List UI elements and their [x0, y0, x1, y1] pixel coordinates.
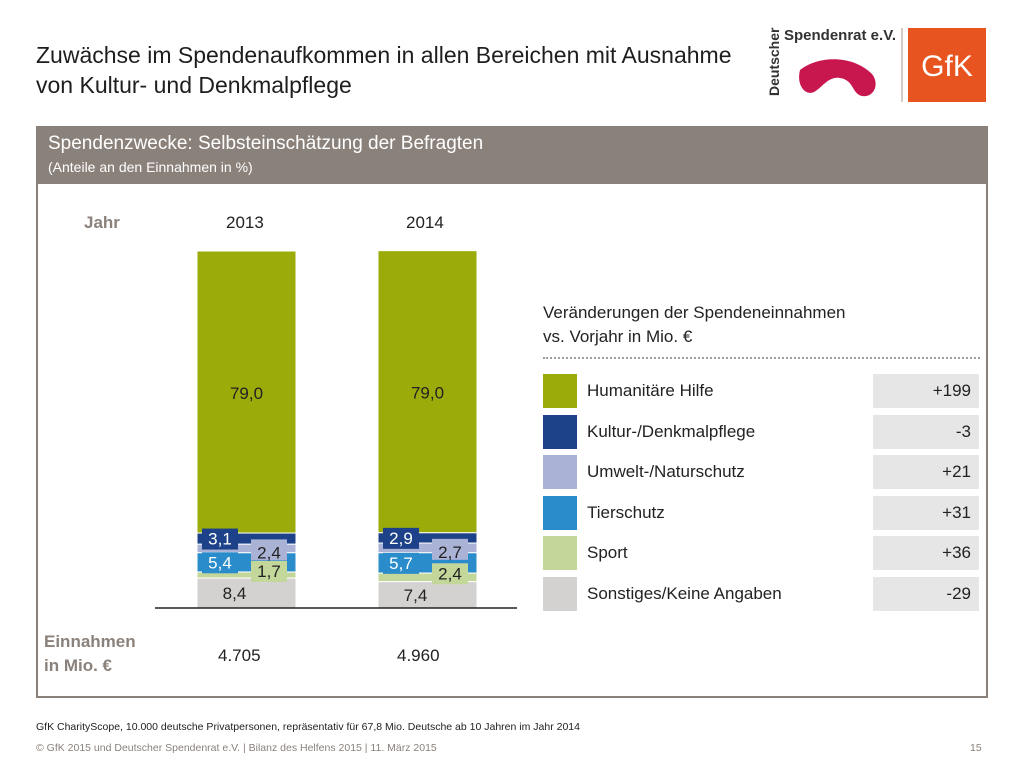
panel-header: Spendenzwecke: Selbsteinschätzung der Be…: [38, 128, 986, 184]
legend-swatch: [543, 495, 577, 530]
data-label: 2,9: [389, 529, 413, 548]
data-label-bg: [251, 539, 287, 561]
spendenrat-logo: Deutscher Spendenrat e.V.: [766, 27, 896, 97]
legend-title-line1: Veränderungen der Spendeneinnahmen: [543, 303, 846, 322]
logos: Deutscher Spendenrat e.V. GfK: [766, 27, 986, 102]
income-label-line2: in Mio. €: [44, 656, 112, 675]
legend-swatch: [543, 577, 577, 611]
data-label: 5,4: [208, 553, 232, 572]
legend-row: Tierschutz +31: [543, 495, 980, 530]
legend-change-value: +199: [873, 374, 979, 408]
data-label: 2,4: [438, 564, 462, 583]
data-label: 2,4: [257, 543, 281, 562]
bar-segment: [377, 581, 478, 609]
bar-segment: [196, 577, 297, 609]
year-label: Jahr: [84, 213, 120, 232]
data-label: 8,4: [223, 584, 247, 603]
data-label: 79,0: [230, 384, 263, 403]
data-label: 3,1: [208, 530, 232, 549]
legend-divider: [543, 357, 980, 359]
spendenrat-logo-line2: Spendenrat e.V.: [784, 27, 896, 44]
legend-change-value: -3: [873, 414, 979, 449]
page-number: 15: [970, 742, 982, 754]
legend-row: Humanitäre Hilfe +199: [543, 374, 980, 408]
legend-change-value: +31: [873, 495, 979, 530]
legend-swatch: [543, 455, 577, 490]
income-label-line1: Einnahmen: [44, 632, 136, 651]
legend-change-value: +36: [873, 536, 979, 571]
slide-title: Zuwächse im Spendenaufkommen in allen Be…: [36, 42, 732, 98]
chart-panel: Spendenzwecke: Selbsteinschätzung der Be…: [36, 126, 988, 698]
data-label: 5,7: [389, 554, 413, 573]
spendenrat-logo-line1: Deutscher: [766, 27, 782, 96]
legend-row: Umwelt-/Naturschutz +21: [543, 455, 980, 490]
data-label: 1,7: [257, 562, 281, 581]
legend-label: Umwelt-/Naturschutz: [587, 462, 745, 482]
legend-swatch: [543, 414, 577, 449]
legend-row: Sonstiges/Keine Angaben -29: [543, 577, 980, 611]
data-label-bg: [383, 552, 419, 574]
year-2013: 2013: [226, 213, 264, 232]
legend-change-value: -29: [873, 577, 979, 611]
income-2013: 4.705: [218, 646, 261, 665]
data-label-bg: [432, 538, 468, 560]
legend-row: Sport +36: [543, 536, 980, 571]
data-label: 79,0: [411, 384, 444, 403]
panel-title: Spendenzwecke: Selbsteinschätzung der Be…: [48, 133, 484, 154]
data-label-bg: [202, 528, 238, 550]
legend-label: Sonstiges/Keine Angaben: [587, 584, 782, 603]
data-label-bg: [251, 560, 287, 582]
gfk-logo-text: GfK: [921, 50, 973, 83]
income-2014: 4.960: [397, 646, 440, 665]
bar-segment: [377, 250, 478, 534]
legend-label: Humanitäre Hilfe: [587, 381, 714, 400]
panel-subtitle: (Anteile an den Einnahmen in %): [48, 159, 253, 175]
data-label-bg: [383, 527, 419, 549]
footer: © GfK 2015 und Deutscher Spendenrat e.V.…: [36, 742, 437, 754]
data-label: 7,4: [404, 586, 428, 605]
spendenrat-swirl-icon: [799, 59, 876, 97]
legend-row: Kultur-/Denkmalpflege -3: [543, 414, 980, 449]
legend-swatch: [543, 536, 577, 571]
data-label-bg: [432, 563, 468, 585]
year-2014: 2014: [406, 213, 444, 232]
data-label-bg: [202, 552, 238, 574]
legend-label: Sport: [587, 543, 628, 563]
legend-label: Kultur-/Denkmalpflege: [587, 421, 756, 441]
source-footnote: GfK CharityScope, 10.000 deutsche Privat…: [36, 721, 580, 733]
legend-swatch: [543, 374, 577, 408]
legend-title-line2: vs. Vorjahr in Mio. €: [543, 327, 693, 346]
legend-label: Tierschutz: [587, 502, 665, 522]
data-label: 2,7: [438, 543, 462, 562]
gfk-logo: [908, 28, 986, 102]
legend-change-value: +21: [873, 455, 979, 490]
bar-segment: [196, 250, 297, 534]
